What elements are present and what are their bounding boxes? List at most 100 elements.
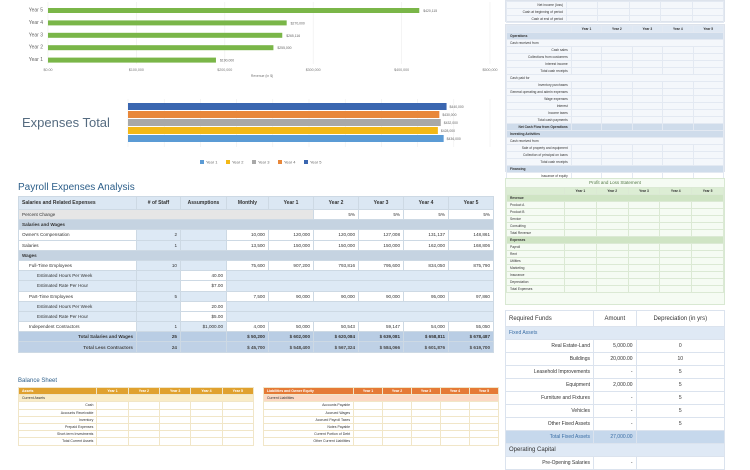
bar-value-label: $432,000 bbox=[444, 121, 458, 125]
assets-table: Assets Year 1 Year 2 Year 3 Year 4 Year 5 Curr… bbox=[17, 386, 255, 446]
table-row: Cash bbox=[17, 401, 255, 410]
total-row: Net Cash Flow from Operations bbox=[506, 123, 725, 131]
table-row: Accounts Receivable bbox=[17, 408, 255, 417]
header-row: Assets Year 1 Year 2 Year 3 Year 4 Year 5 bbox=[17, 386, 255, 396]
table-row: Total cash receipts bbox=[506, 67, 725, 75]
x-axis-label: Revenue (in $) bbox=[251, 74, 273, 78]
table-row: Product B bbox=[506, 208, 724, 216]
header-row: Year 1 Year 2 Year 3 Year 4 Year 5 bbox=[506, 25, 725, 33]
rf-header: Amount bbox=[593, 310, 637, 327]
table-row: Wage expenses bbox=[506, 95, 725, 103]
table-row: Notes Payable bbox=[262, 422, 500, 432]
rf-category: Operating Capital bbox=[505, 443, 725, 457]
table-row: Accrued Wages bbox=[262, 408, 500, 417]
table-row: Independent Contractors 1 $1,000.00 4,00… bbox=[18, 321, 494, 333]
profit-loss-panel: Profit and Loss Statement Year 1 Year 2 Ye… bbox=[505, 178, 725, 305]
col-header: # of Staff bbox=[136, 196, 181, 210]
bar bbox=[48, 8, 420, 13]
section-row: Financing bbox=[506, 165, 724, 173]
table-row: Cash paid for bbox=[506, 74, 724, 82]
category-label: Year 2 bbox=[29, 45, 43, 51]
balance-sheet-title: Balance Sheet bbox=[18, 378, 58, 384]
table-row: Estimated Rate Per Hour $7.00 bbox=[18, 280, 494, 292]
table-row: Estimated Hours Per Week 20.00 bbox=[18, 300, 494, 312]
table-row: Accounts Payable bbox=[262, 401, 500, 410]
legend-label: Year 5 bbox=[310, 160, 322, 165]
table-row: Collection of principal on loans bbox=[506, 151, 725, 159]
col-header: Monthly bbox=[226, 196, 269, 210]
col-header: Year 2 bbox=[313, 196, 359, 210]
expense-bar bbox=[128, 103, 447, 110]
table-row: Buildings 20,000.00 10 bbox=[505, 352, 726, 366]
col-header: Year 1 bbox=[268, 196, 314, 210]
table-row: Estimated Rate Per Hour $5.00 bbox=[18, 310, 494, 323]
payroll-section: Payroll Expenses Analysis Salaries and R… bbox=[18, 182, 494, 372]
section-row: Current Liabilities bbox=[263, 394, 499, 403]
expense-bar bbox=[128, 135, 444, 142]
total-row: Total Fixed Assets 27,000.00 bbox=[505, 430, 726, 444]
table-row: Part-Time Employees 5 7,500 90,000 90,00… bbox=[18, 290, 494, 302]
legend-swatch bbox=[200, 160, 204, 164]
expenses-chart-title: Expenses Total bbox=[22, 115, 110, 130]
table-row: Other Current Liabilities bbox=[262, 437, 500, 446]
table-row: Cash at beginning of period bbox=[506, 8, 725, 16]
legend-swatch bbox=[304, 160, 308, 164]
table-row: Consulting bbox=[506, 222, 724, 230]
section-row: Salaries and Wages bbox=[18, 219, 494, 231]
section-row: Wages bbox=[18, 249, 494, 261]
bar-value-label: $436,000 bbox=[447, 137, 461, 141]
bar bbox=[48, 20, 287, 26]
table-row: Vehicles -5 bbox=[505, 404, 726, 418]
table-row: Sale of property and equipment bbox=[506, 144, 725, 152]
bar-value-label: $428,000 bbox=[441, 129, 455, 133]
tick-label: $300,000 bbox=[306, 68, 321, 72]
table-row: Total Revenue bbox=[506, 229, 724, 237]
col-header: Year 5 bbox=[448, 196, 494, 210]
table-row: Accrued Payroll Taxes bbox=[262, 415, 500, 424]
bar-value-label: $430,000 bbox=[442, 113, 456, 117]
table-row: Income taxes bbox=[506, 109, 725, 117]
table-row: Net income (loss) bbox=[506, 1, 725, 9]
bar bbox=[48, 32, 283, 38]
table-row: Percent Change 5% 5% 5% 5% bbox=[18, 208, 494, 221]
table-row: Cash at end of period bbox=[506, 15, 725, 23]
table-row: Salaries 1 13,500 150,000 150,000 150,00… bbox=[18, 239, 494, 251]
col-header: Assumptions bbox=[180, 196, 227, 210]
table-row: Full-Time Employees 10 75,600 907,200 79… bbox=[18, 259, 494, 272]
category-label: Year 1 bbox=[29, 57, 43, 63]
table-row: Payroll bbox=[506, 243, 724, 251]
table-row: Inventory purchases bbox=[506, 81, 725, 89]
col-header: Year 4 bbox=[403, 196, 449, 210]
legend-swatch bbox=[226, 160, 230, 164]
table-row: Rent bbox=[506, 250, 724, 258]
col-header: Salaries and Related Expenses bbox=[18, 196, 137, 210]
section-row: Current Assets bbox=[18, 394, 254, 403]
table-row: Prepaid Expenses bbox=[17, 422, 255, 432]
table-row: Real Estate-Land 5,000.00 0 bbox=[505, 339, 726, 353]
table-row: Product A bbox=[506, 201, 724, 209]
section-row: Expenses bbox=[506, 236, 724, 244]
legend-swatch bbox=[278, 160, 282, 164]
expense-bar bbox=[128, 111, 440, 118]
table-row: General operating and admin expenses bbox=[506, 88, 725, 96]
legend-label: Year 4 bbox=[284, 160, 296, 165]
header-row: Liabilities and Owner Equity Year 1 Year 2… bbox=[262, 386, 500, 396]
section-row: Operations bbox=[506, 32, 724, 40]
table-row: Cash sales bbox=[506, 46, 725, 54]
bar-value-label: $420,115 bbox=[423, 9, 437, 13]
required-funds-panel: Required Funds Amount Depreciation (in y… bbox=[505, 310, 726, 470]
total-row: Total Less Contractors 24 $ 45,700 $ 548… bbox=[18, 341, 494, 353]
cashflow-summary-panel: Net income (loss) Cash at beginning of pe… bbox=[505, 0, 725, 23]
section-row: Revenue bbox=[506, 194, 724, 202]
legend-label: Year 2 bbox=[232, 160, 244, 165]
table-row: Interest income bbox=[506, 60, 725, 68]
table-row: Current Portion of Debt bbox=[262, 430, 500, 439]
section-row: Investing Activities bbox=[506, 130, 724, 138]
table-row: Interest bbox=[506, 102, 725, 110]
table-row: Total Current Assets bbox=[17, 437, 255, 446]
table-row: Equipment 2,000.00 5 bbox=[505, 378, 726, 392]
table-row: Estimated Hours Per Week 40.00 bbox=[18, 270, 494, 282]
header-row: Year 1 Year 2 Year 3 Year 4 Year 5 bbox=[506, 187, 724, 195]
legend-swatch bbox=[252, 160, 256, 164]
revenue-chart-svg: $0.00 $100,000 $200,000 $300,000 $400,000 $50… bbox=[29, 2, 498, 78]
